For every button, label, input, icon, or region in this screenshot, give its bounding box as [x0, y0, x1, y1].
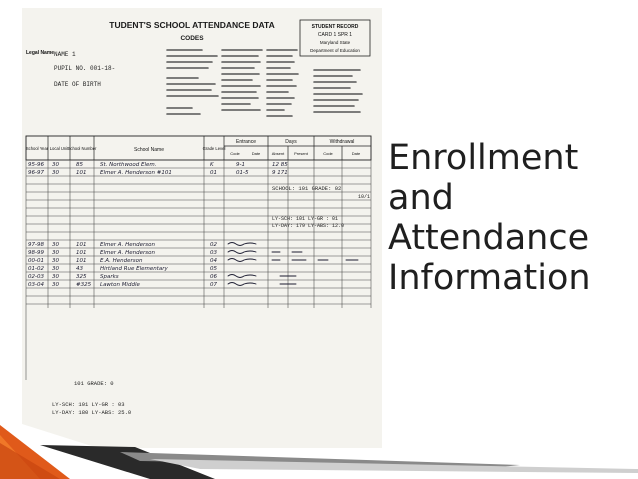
col-present: Present	[294, 151, 309, 156]
row-3-grade: 02	[210, 242, 217, 248]
record-box-line-2: CARD 1 SPR 1	[318, 32, 352, 38]
col-grade-level: Grade Level	[203, 146, 226, 151]
ly-block-1-line-2: LY-DAY: 179 LY-ABS: 12.0	[272, 223, 344, 229]
table-header: School Year Local Unit School Number Sch…	[25, 135, 372, 161]
row-5-unit: 30	[52, 258, 59, 264]
bottom-school-line: 101 GRADE: 0	[74, 380, 114, 387]
ly-block-2-line-2: LY-DAY: 180 LY-ABS: 25.0	[52, 409, 131, 416]
row-1-entry: 9-1	[236, 162, 245, 168]
code-legend	[166, 49, 363, 117]
annotation-slash: 10/1	[358, 194, 370, 200]
record-heading: TUDENT'S SCHOOL ATTENDANCE DATA	[109, 20, 274, 30]
row-2-grade: 01	[210, 170, 217, 176]
row-3-year: 97-98	[28, 242, 44, 248]
row-7-name: Sparks	[100, 274, 119, 280]
row-4-school: 101	[76, 250, 87, 256]
row-1-name: St. Northwood Elem.	[100, 162, 157, 168]
row-5-grade: 04	[210, 258, 217, 264]
row-2-school: 101	[76, 170, 87, 176]
row-7-unit: 30	[52, 274, 59, 280]
row-2-entry: 01-5	[236, 170, 249, 176]
row-5-name: E.A. Henderson	[100, 258, 143, 264]
row-2: 96-97 30 101 Elmer A. Henderson #101 01 …	[28, 170, 288, 176]
row-4-year: 98-99	[28, 250, 44, 256]
date-of-birth: DATE OF BIRTH	[54, 81, 101, 88]
student-record-box: STUDENT RECORD CARD 1 SPR 1 Maryland Sta…	[299, 19, 371, 57]
row-1-days: 12 85	[272, 162, 288, 168]
col-entrance-code: Code	[230, 151, 240, 156]
col-days: Days	[285, 139, 297, 145]
title-line-3: Attendance	[388, 218, 590, 258]
row-5-year: 00-01	[28, 258, 44, 264]
col-entrance-date: Date	[252, 151, 261, 156]
row-3-unit: 30	[52, 242, 59, 248]
col-school-year: School Year	[26, 146, 49, 151]
ly-block-2-line-1: LY-SCH: 101 LY-GR : 03	[52, 401, 125, 408]
row-4-unit: 30	[52, 250, 59, 256]
row-8-school: #325	[76, 282, 92, 288]
row-8-grade: 07	[210, 282, 217, 288]
scanned-attendance-record: TUDENT'S SCHOOL ATTENDANCE DATA CODES ST…	[22, 8, 382, 448]
row-6-school: 43	[76, 266, 83, 272]
title-line-4: Information	[388, 258, 591, 298]
pupil-number: PUPIL NO. 001-18-	[54, 65, 115, 72]
row-8-unit: 30	[52, 282, 59, 288]
row-2-unit: 30	[52, 170, 59, 176]
row-8-year: 03-04	[28, 282, 44, 288]
col-withdrawal: Withdrawal	[330, 139, 355, 145]
table-grid	[25, 160, 372, 380]
col-withdrawal-date: Date	[352, 151, 361, 156]
student-name-value: NAME 1	[54, 51, 76, 58]
record-box-line-3: Maryland State	[320, 40, 351, 45]
row-2-name: Elmer A. Henderson #101	[100, 170, 172, 176]
row-4-grade: 03	[210, 250, 217, 256]
col-absent: Absent	[272, 151, 285, 156]
row-1-school: 85	[76, 162, 83, 168]
codes-heading: CODES	[180, 35, 204, 42]
row-1: 95-96 30 85 St. Northwood Elem. K 9-1 12…	[28, 162, 288, 168]
school-grade-line: SCHOOL: 101 GRADE: 02	[272, 185, 341, 192]
slide-title: Enrollment and Attendance Information	[388, 138, 628, 298]
title-line-2: and	[388, 178, 454, 218]
record-box-line-4: Department of Education	[310, 48, 360, 53]
row-1-year: 95-96	[28, 162, 44, 168]
legal-name-label: Legal Name	[26, 50, 54, 56]
col-withdrawal-code: Code	[323, 151, 333, 156]
row-6-unit: 30	[52, 266, 59, 272]
rows-lower: 97-98 30 101 Elmer A. Henderson 02 98-99…	[28, 242, 217, 288]
row-7-year: 02-03	[28, 274, 44, 280]
record-box-line-1: STUDENT RECORD	[312, 24, 359, 30]
col-school-name: School Name	[134, 147, 164, 153]
row-3-school: 101	[76, 242, 87, 248]
row-1-unit: 30	[52, 162, 59, 168]
row-8-name: Lawton Middle	[100, 282, 140, 288]
handwritten-marks	[227, 242, 359, 286]
title-line-1: Enrollment	[388, 138, 579, 178]
row-5-school: 101	[76, 258, 87, 264]
row-6-grade: 05	[210, 266, 217, 272]
row-6-year: 01-02	[28, 266, 44, 272]
row-4-name: Elmer A. Henderson	[100, 250, 155, 256]
row-3-name: Elmer A. Henderson	[100, 242, 155, 248]
row-7-grade: 06	[210, 274, 217, 280]
ly-block-1-line-1: LY-SCH: 101 LY-GR : 01	[272, 216, 338, 222]
footer-decoration	[0, 417, 638, 479]
col-local-unit: Local Unit	[50, 146, 69, 151]
col-entrance: Entrance	[236, 139, 256, 145]
row-2-days: 9 171	[272, 170, 288, 176]
row-1-grade: K	[210, 162, 214, 168]
row-2-year: 96-97	[28, 170, 44, 176]
col-school-number: School Number	[68, 146, 97, 151]
row-6-name: Hirtland Rue Elementary	[100, 266, 169, 272]
row-7-school: 325	[76, 274, 87, 280]
